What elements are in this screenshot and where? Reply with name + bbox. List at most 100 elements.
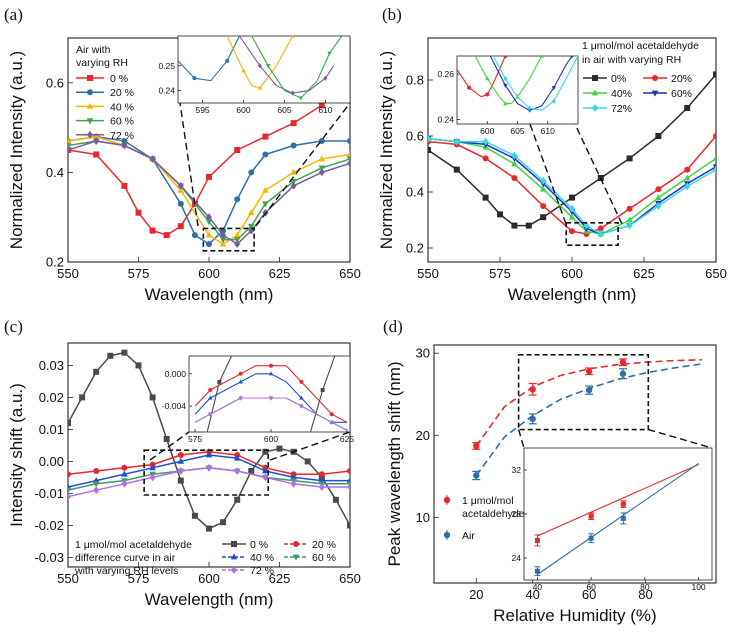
y-tick-label: 0.26 xyxy=(437,69,454,79)
panel-label: (c) xyxy=(4,317,23,336)
data-point xyxy=(569,194,575,201)
legend-marker xyxy=(292,554,300,561)
data-point xyxy=(149,227,156,234)
x-axis-label: Wavelength (nm) xyxy=(145,590,274,609)
x-tick-label: 600 xyxy=(198,571,220,586)
y-tick-label: 0.2 xyxy=(46,255,64,270)
data-point xyxy=(473,442,480,450)
data-point xyxy=(191,232,198,239)
data-point xyxy=(149,473,156,482)
inset-line xyxy=(226,36,294,89)
data-point xyxy=(177,467,184,475)
data-point xyxy=(206,173,212,180)
legend-title-line3: with varying RH levels xyxy=(74,565,178,577)
y-tick-label: 0.4 xyxy=(46,165,64,180)
data-point xyxy=(262,201,269,208)
data-point xyxy=(619,370,627,377)
zoom-connector xyxy=(529,123,567,225)
data-point xyxy=(163,232,170,239)
y-tick-label: 0.6 xyxy=(406,129,424,144)
data-point xyxy=(585,386,593,394)
data-point xyxy=(177,477,184,484)
inset-line xyxy=(178,36,240,82)
series-line xyxy=(428,138,716,235)
zoom-box xyxy=(202,227,255,252)
data-point xyxy=(318,102,325,109)
fit-curve xyxy=(475,359,702,447)
data-point xyxy=(177,181,184,190)
data-point xyxy=(205,219,213,226)
x-tick-label: 20 xyxy=(469,587,483,602)
data-point xyxy=(540,176,547,185)
legend-label: 72 % xyxy=(250,565,274,577)
data-point xyxy=(206,463,212,472)
legend-marker xyxy=(87,75,93,81)
y-tick-label: 0.00 xyxy=(39,454,64,469)
data-point xyxy=(149,464,156,471)
inset: 40 60 80 100 24 28 32 xyxy=(512,447,713,592)
data-point xyxy=(290,479,297,488)
inset-point xyxy=(238,379,243,384)
inset-point xyxy=(320,387,325,392)
inset-point xyxy=(208,387,213,392)
zoom-box xyxy=(517,354,650,431)
x-tick-label: 610 xyxy=(318,105,332,115)
x-axis-label: Wavelength (nm) xyxy=(508,285,637,304)
x-tick-label: 40 xyxy=(533,582,543,592)
y-tick-label: 0.8 xyxy=(406,73,424,88)
inset-point xyxy=(299,379,304,384)
data-point xyxy=(262,151,269,158)
legend-marker xyxy=(231,566,237,574)
data-point xyxy=(540,214,547,221)
legend-title-line2: in air with varying RH xyxy=(582,54,681,66)
data-point xyxy=(511,151,518,160)
data-point xyxy=(626,205,633,212)
inset-point xyxy=(238,371,243,376)
y-tick-label: -0.02 xyxy=(34,518,64,533)
data-point xyxy=(107,352,114,359)
data-point xyxy=(248,209,255,216)
inset-line xyxy=(457,56,506,98)
x-tick-label: 600 xyxy=(480,126,494,136)
data-point xyxy=(453,137,460,146)
data-point xyxy=(149,155,156,163)
data-point xyxy=(290,142,297,149)
y-axis-label: Normalized Intensity (a.u.) xyxy=(7,51,26,249)
inset-point xyxy=(620,501,626,507)
data-point xyxy=(163,436,170,442)
panel-b: (b) 550 575 600 625 650 0.2 0.4 0.6 0.8 Wavelength… xyxy=(377,5,727,304)
legend-label: 40 % xyxy=(110,101,134,113)
legend-title-line1: Air with xyxy=(76,44,111,56)
data-point xyxy=(219,237,227,244)
data-point xyxy=(318,168,325,177)
legend-marker xyxy=(230,553,238,560)
data-point xyxy=(233,231,241,238)
inset-point xyxy=(323,75,328,81)
inset-point xyxy=(588,513,594,519)
legend-label: 72 % xyxy=(110,130,134,142)
legend-marker xyxy=(651,90,659,97)
x-axis-label: Wavelength (nm) xyxy=(145,285,274,304)
data-point xyxy=(234,496,241,503)
x-tick-label: 625 xyxy=(269,571,291,586)
data-point xyxy=(511,160,518,167)
legend-label: 20 % xyxy=(312,539,336,551)
data-point xyxy=(585,368,593,375)
series-line xyxy=(428,138,716,235)
y-axis-label: Normalized Intensity (a.u.) xyxy=(377,51,396,249)
inset-point xyxy=(257,63,262,69)
data-point xyxy=(68,487,72,494)
inset-point xyxy=(217,379,222,384)
inset-point xyxy=(527,105,532,111)
data-point xyxy=(347,159,350,168)
y-tick-label: -0.01 xyxy=(34,486,64,501)
x-tick-label: 605 xyxy=(277,105,291,115)
legend-label: 60 % xyxy=(312,552,336,564)
inset-fit-line xyxy=(537,462,699,575)
data-point xyxy=(93,368,100,375)
data-point xyxy=(233,454,241,461)
data-point xyxy=(511,175,518,181)
inset-point xyxy=(192,76,197,81)
data-point xyxy=(583,221,590,230)
data-point xyxy=(262,186,269,193)
